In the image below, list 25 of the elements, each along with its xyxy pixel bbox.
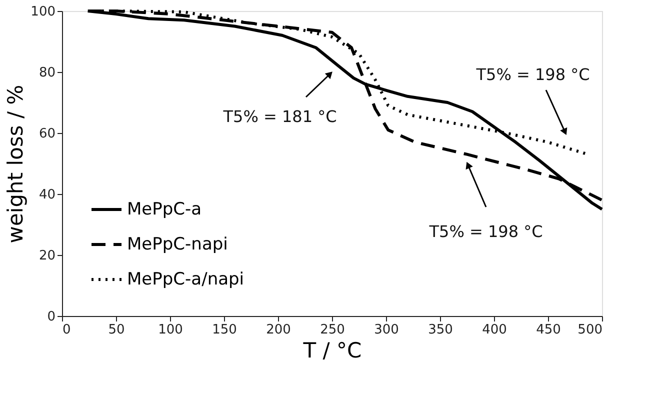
x-axis-title: T / °C [302,338,362,362]
x-tick-label: 350 [428,322,453,338]
y-axis-title: weight loss / % [4,84,28,244]
x-tick-label: 450 [536,322,561,338]
x-tick-label: 50 [108,322,125,338]
legend-label: MePpC-napi [127,234,228,254]
x-tick-label: 300 [374,322,399,338]
annotation: T5% = 181 °C [222,107,337,126]
y-tick-label: 80 [38,66,56,80]
x-tick-label: 200 [266,322,291,338]
y-tick-label: 20 [38,248,56,264]
y-tick-label: 40 [38,188,56,202]
annotation: T5% = 198 °C [475,65,590,84]
annotation: T5% = 198 °C [428,222,543,241]
x-tick-label: 0 [62,322,71,338]
y-tick-label: 100 [30,4,56,20]
legend-label: MePpC-a [127,200,202,220]
y-tick-label: 60 [38,126,56,142]
x-tick-label: 150 [212,322,237,338]
x-tick-label: 500 [578,322,602,338]
x-tick-label: 100 [158,322,183,338]
x-tick-label: 250 [320,322,345,338]
x-tick-label: 400 [482,322,507,338]
legend-label: MePpC-a/napi [127,270,244,290]
y-tick-label: 0 [47,310,56,324]
